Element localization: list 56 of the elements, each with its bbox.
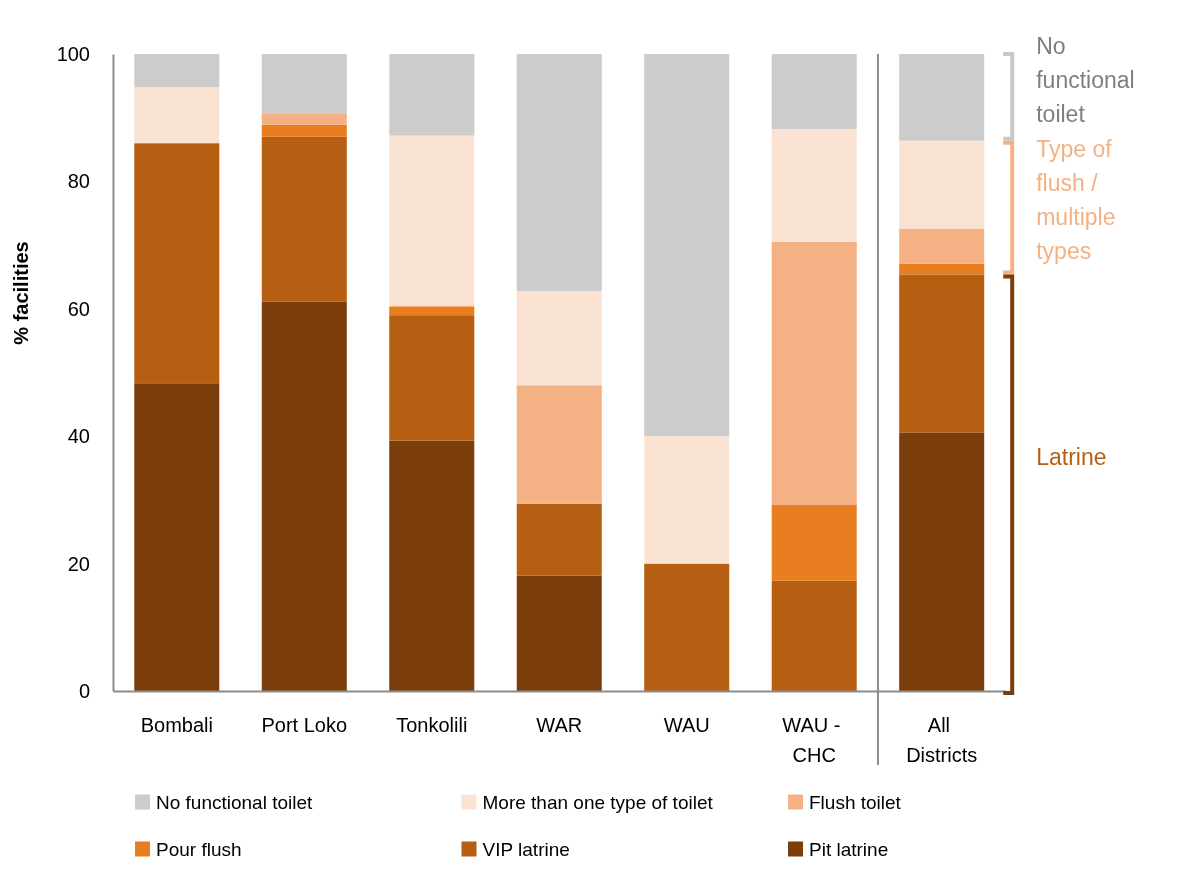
bar: [389, 306, 475, 316]
y-tick-label: 100: [56, 42, 90, 65]
legend-label: Pit latrine: [809, 838, 889, 860]
legend-label: VIP latrine: [482, 838, 570, 860]
y-tick-label: 40: [67, 425, 90, 448]
bar: [899, 432, 985, 691]
x-tick-label: Port Loko: [261, 714, 348, 736]
legend-label: Pour flush: [156, 838, 242, 860]
bar: [771, 580, 857, 691]
bar: [134, 54, 220, 88]
bar: [899, 263, 985, 275]
bar: [771, 54, 857, 130]
bar: [134, 87, 220, 144]
bar: [516, 575, 602, 691]
bar: [771, 129, 857, 242]
bar: [134, 383, 220, 691]
bar: [899, 140, 985, 229]
y-tick-label: 20: [67, 552, 90, 575]
bar: [516, 54, 602, 291]
bar: [261, 113, 347, 125]
text: Type of flush / multiple types: [1036, 135, 1122, 264]
legend-label: Flush toilet: [809, 791, 902, 813]
bar: [261, 124, 347, 137]
bar: [899, 274, 985, 433]
bar: [644, 436, 730, 564]
x-tick-label: WAR: [536, 714, 583, 736]
bar: [261, 301, 347, 691]
bar: [899, 54, 985, 141]
y-axis-title: % facilities: [10, 241, 32, 345]
text: No functional toilet: [1036, 33, 1142, 128]
bar: [389, 315, 475, 441]
bar: [644, 563, 730, 691]
bar: [516, 385, 602, 504]
x-tick-label: Tonkolili: [396, 714, 468, 736]
text: Latrine: [1036, 443, 1107, 470]
bar: [389, 54, 475, 136]
bar: [261, 136, 347, 302]
x-tick-label: All Districts: [906, 714, 978, 766]
legend-label: No functional toilet: [156, 791, 314, 813]
y-tick-label: 60: [67, 297, 90, 320]
bar: [389, 135, 475, 307]
bar: [261, 54, 347, 114]
bar: [134, 143, 220, 384]
bar: [516, 290, 602, 386]
bar: [771, 241, 857, 505]
bar: [516, 503, 602, 576]
bar: [389, 440, 475, 691]
bar: [899, 228, 985, 264]
bar: [644, 54, 730, 437]
x-tick-label: WAU: [663, 714, 710, 736]
x-tick-label: WAU - CHC: [782, 714, 847, 766]
x-tick-label: Bombali: [140, 714, 213, 736]
bar: [771, 505, 857, 581]
legend-label: More than one type of toilet: [482, 791, 714, 813]
y-tick-label: 0: [78, 679, 90, 702]
y-tick-label: 80: [67, 170, 90, 193]
